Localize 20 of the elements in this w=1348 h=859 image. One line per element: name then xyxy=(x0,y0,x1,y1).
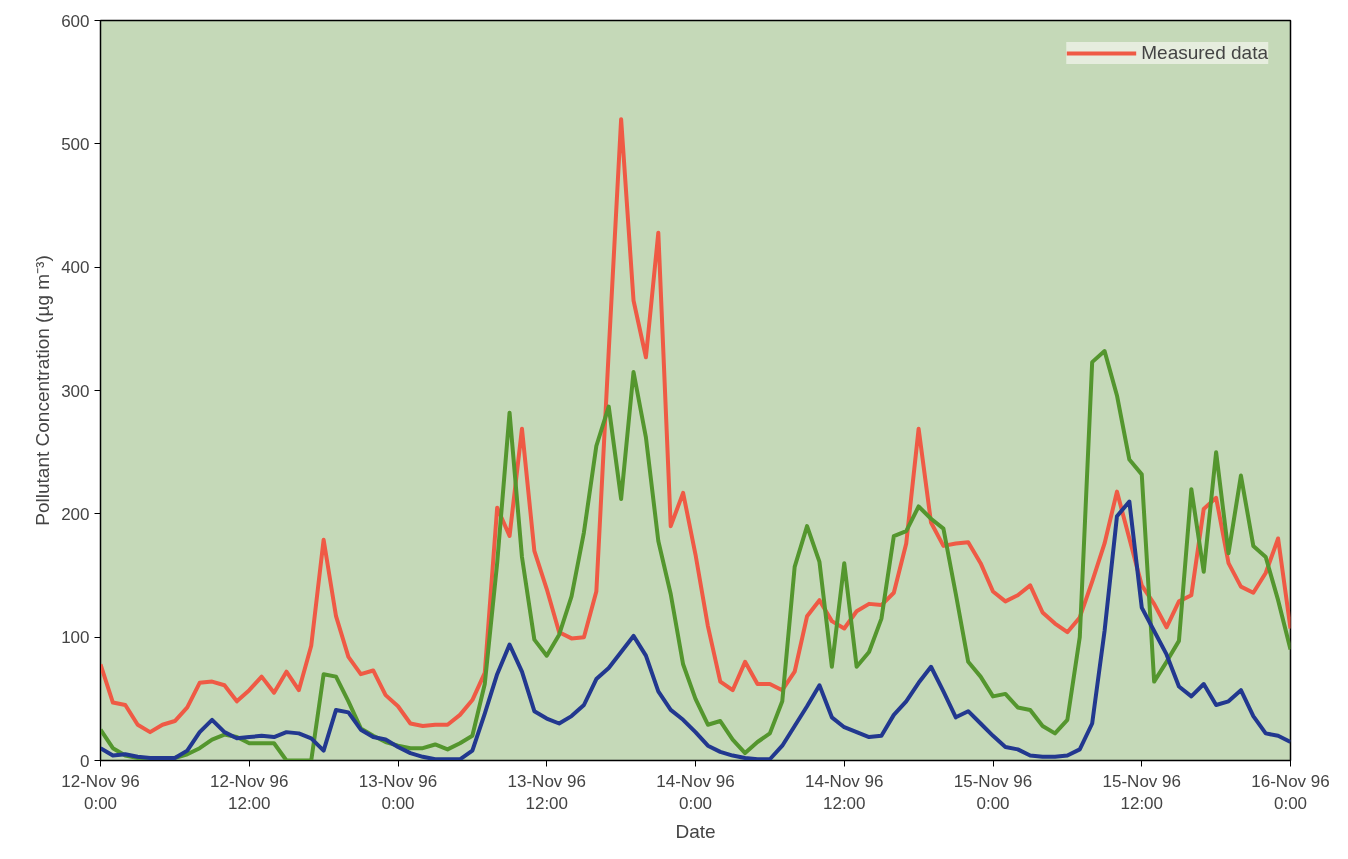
x-tick-label: 12-Nov 96 12:00 xyxy=(210,771,289,814)
x-tick-label: 15-Nov 96 0:00 xyxy=(953,771,1033,814)
x-axis-title: Date xyxy=(675,821,716,843)
x-tick-label: 13-Nov 96 0:00 xyxy=(358,771,438,814)
y-tick-label: 200 xyxy=(61,504,90,524)
y-tick-label: 600 xyxy=(61,11,90,31)
x-tick-label: 12-Nov 96 0:00 xyxy=(61,771,140,814)
y-tick-label: 100 xyxy=(61,628,90,648)
x-tick-label: 16-Nov 96 0:00 xyxy=(1251,771,1330,814)
y-tick-label: 400 xyxy=(61,258,90,278)
y-tick-label: 500 xyxy=(61,134,90,154)
x-tick-label: 13-Nov 96 12:00 xyxy=(507,771,586,814)
y-tick-label: 0 xyxy=(80,751,90,771)
x-tick-label: 15-Nov 96 12:00 xyxy=(1102,771,1181,814)
x-tick-label: 14-Nov 96 12:00 xyxy=(805,771,884,814)
line-series xyxy=(100,117,1291,735)
x-tick-label: 14-Nov 96 0:00 xyxy=(656,771,735,814)
y-axis-title: Pollutant Concentration (µg m⁻³) xyxy=(32,255,54,526)
legend-label: Measured data xyxy=(1141,42,1268,64)
y-tick-label: 300 xyxy=(61,381,90,401)
